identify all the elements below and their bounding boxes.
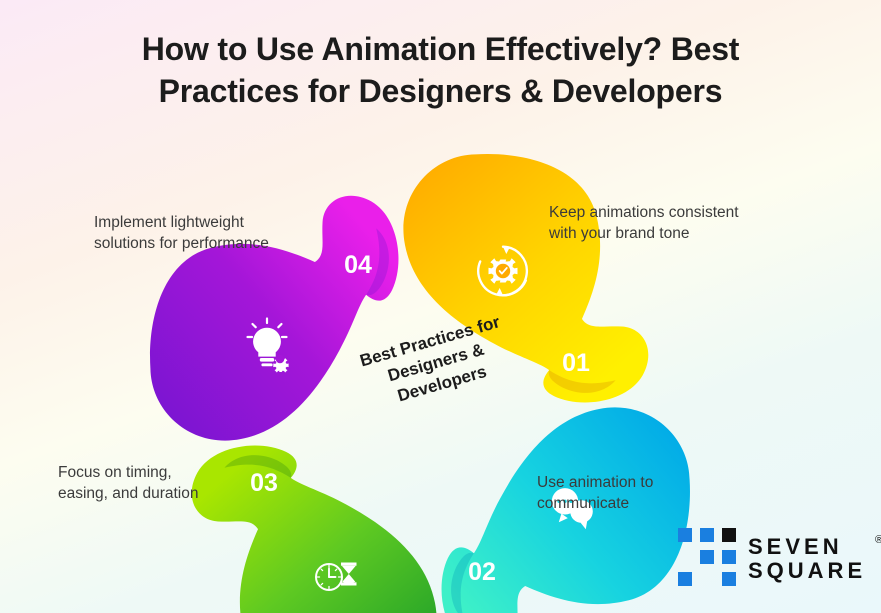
- svg-text:02: 02: [468, 558, 496, 586]
- svg-text:SQUARE: SQUARE: [748, 558, 866, 583]
- svg-text:04: 04: [344, 251, 372, 279]
- svg-text:SEVEN: SEVEN: [748, 534, 843, 559]
- svg-text:01: 01: [562, 349, 590, 377]
- svg-text:®: ®: [875, 534, 881, 546]
